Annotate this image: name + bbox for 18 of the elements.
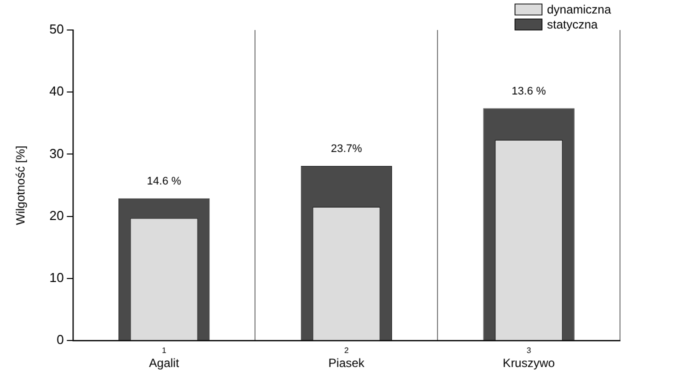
text: 2 xyxy=(344,346,350,355)
text: 1 xyxy=(162,346,167,355)
x-tick-label: Piasek xyxy=(328,356,366,370)
annotation: 23.7% xyxy=(330,143,362,156)
x-tick-label: Agalit xyxy=(149,356,180,370)
legend-label: statyczna xyxy=(547,17,598,32)
x-tick-label: Kruszywo xyxy=(502,356,556,370)
y-tick-label: 40 xyxy=(49,84,64,99)
annotation: 14.6 % xyxy=(146,175,182,188)
y-tick-label: 0 xyxy=(56,332,64,348)
y-tick-label: 30 xyxy=(49,146,64,161)
y-axis-title: Wilgotność [%] xyxy=(14,146,28,225)
annotation: 13.6 % xyxy=(512,85,546,98)
y-tick-label: 50 xyxy=(49,22,64,37)
text: 3 xyxy=(526,346,532,355)
legend-label: dynamiczna xyxy=(547,2,612,16)
y-tick-label: 20 xyxy=(49,208,64,223)
y-tick-label: 10 xyxy=(49,270,64,286)
